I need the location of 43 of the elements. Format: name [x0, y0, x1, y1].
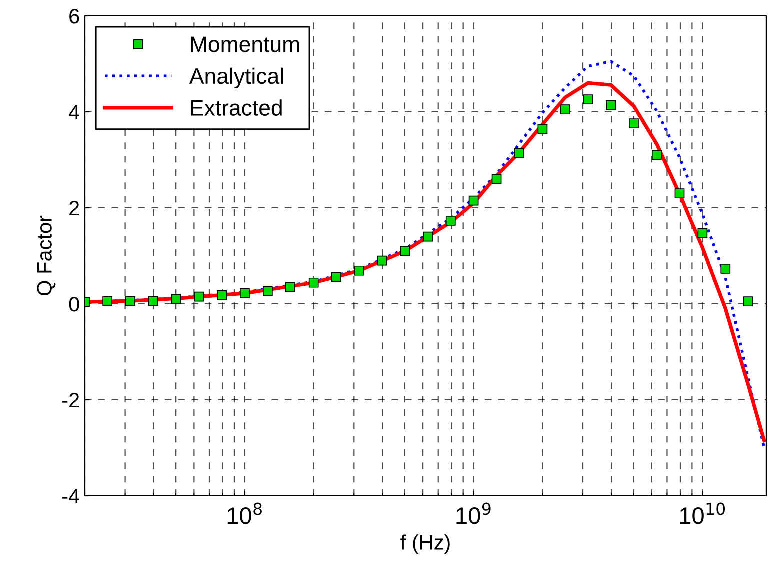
- point: [446, 216, 456, 226]
- point: [674, 188, 685, 199]
- y-axis-title: Q Factor: [37, 216, 56, 296]
- point: [698, 228, 708, 238]
- point: [560, 104, 570, 115]
- point: [423, 232, 433, 242]
- x-tick-label: 10$^{8}$: [228, 502, 262, 524]
- y-tick-label: 4: [69, 105, 80, 120]
- point: [606, 100, 616, 110]
- point: [148, 296, 158, 306]
- y-tick-label: 0: [69, 297, 80, 312]
- point: [400, 246, 410, 256]
- x-tick-label: 10$^{9}$: [456, 502, 491, 524]
- point: [217, 290, 227, 300]
- point: [377, 256, 388, 266]
- point: [126, 296, 136, 306]
- point: [538, 124, 548, 134]
- point: [652, 150, 662, 160]
- point: [171, 294, 182, 304]
- legend-label: Momentum: [191, 36, 300, 52]
- point: [194, 292, 204, 302]
- x-axis-title: f (Hz): [400, 534, 450, 554]
- y-tick-label: 2: [70, 201, 80, 216]
- point: [331, 272, 342, 282]
- legend-label: Analytical: [189, 68, 284, 89]
- point: [468, 196, 479, 206]
- y-tick-label: -4: [62, 489, 80, 504]
- point: [583, 94, 594, 104]
- y-tick-label: 6: [70, 9, 80, 24]
- point: [492, 174, 502, 184]
- y-tick-label: -2: [62, 393, 80, 408]
- point: [240, 288, 250, 298]
- point: [102, 296, 113, 306]
- point: [354, 266, 364, 276]
- legend-label: Extracted: [191, 100, 282, 116]
- point: [514, 148, 524, 158]
- point: [263, 286, 273, 296]
- point: [743, 296, 754, 307]
- point: [720, 264, 731, 274]
- x-tick-label: 10$^{10}$: [680, 502, 726, 524]
- point: [285, 282, 296, 292]
- point: [629, 118, 639, 128]
- point: [308, 278, 319, 288]
